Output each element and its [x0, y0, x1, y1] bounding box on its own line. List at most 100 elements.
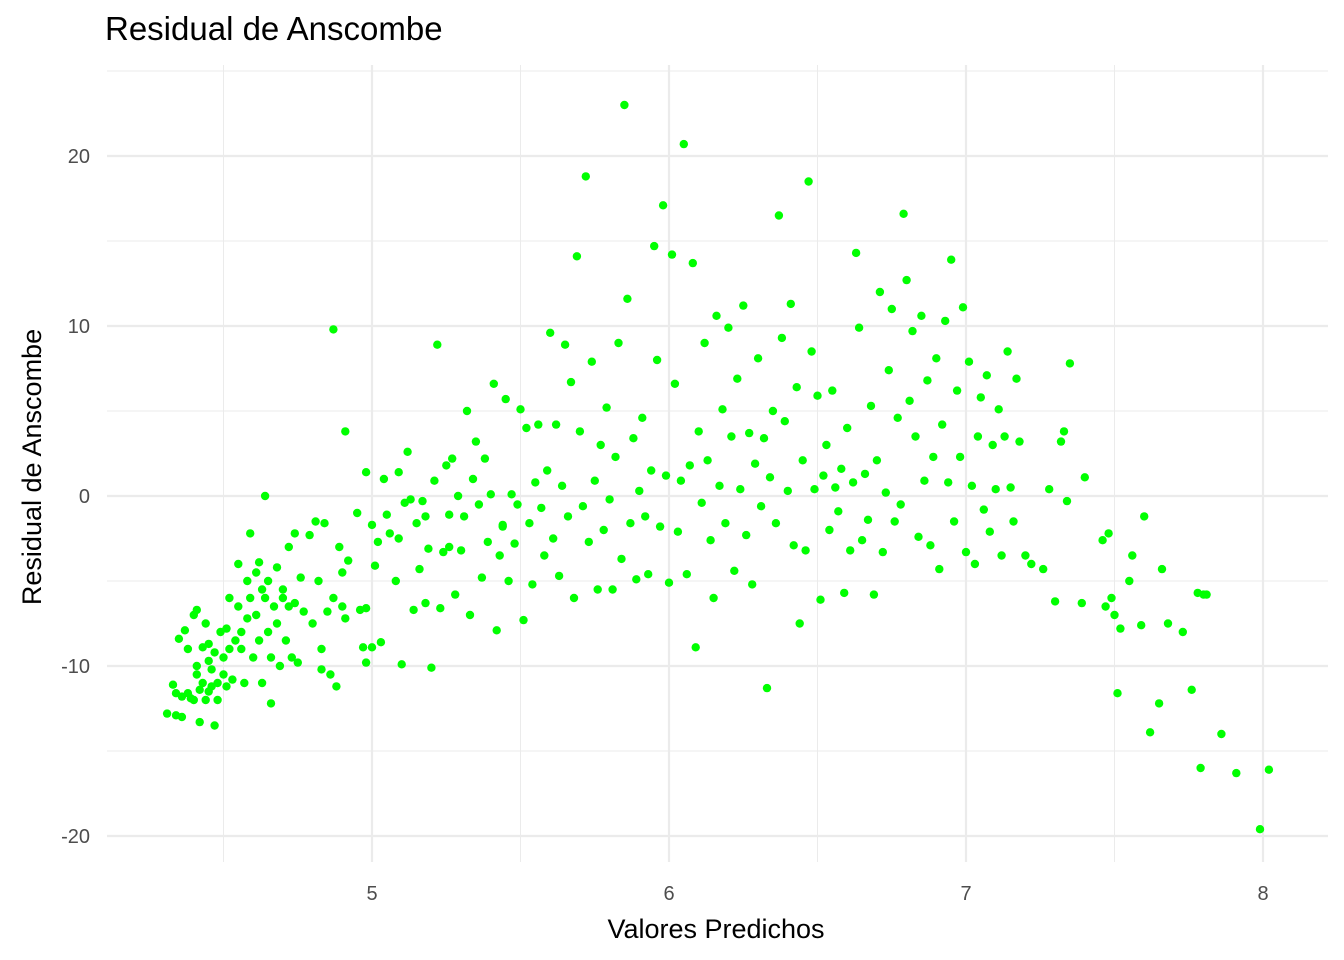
scatter-point — [510, 539, 519, 548]
scatter-point — [1264, 765, 1274, 774]
x-tick-label: 6 — [663, 883, 674, 905]
scatter-point — [944, 478, 953, 487]
scatter-point — [501, 394, 510, 404]
scatter-point — [890, 517, 899, 526]
scatter-point — [881, 488, 890, 497]
scatter-point — [180, 626, 190, 635]
scatter-point — [650, 241, 659, 251]
scatter-point — [947, 255, 956, 264]
scatter-point — [281, 636, 291, 645]
scatter-point — [195, 717, 204, 727]
scatter-point — [391, 576, 400, 586]
scatter-point — [807, 347, 816, 356]
scatter-point — [596, 440, 605, 450]
scatter-point — [1196, 763, 1205, 773]
scatter-point — [305, 530, 314, 540]
scatter-point — [952, 386, 962, 395]
scatter-point — [332, 682, 341, 691]
scatter-point — [608, 585, 617, 594]
scatter-point — [626, 519, 635, 528]
scatter-point — [373, 537, 383, 547]
scatter-point — [498, 522, 507, 531]
scatter-point — [1178, 627, 1188, 637]
scatter-point — [290, 529, 299, 538]
scatter-point — [361, 468, 371, 477]
scatter-point — [409, 605, 418, 615]
scatter-point — [768, 406, 778, 416]
x-axis-title: Valores Predichos — [607, 914, 824, 944]
scatter-point — [162, 709, 172, 718]
scatter-point — [174, 634, 184, 643]
scatter-point — [872, 456, 882, 465]
scatter-point — [908, 326, 917, 336]
scatter-point — [424, 544, 433, 553]
scatter-point — [234, 559, 243, 569]
scatter-point — [451, 590, 460, 599]
scatter-point — [941, 316, 950, 326]
scatter-point — [581, 172, 590, 181]
scatter-point — [994, 405, 1003, 414]
scatter-point — [1187, 685, 1196, 694]
scatter-point — [697, 498, 706, 507]
scatter-point — [1140, 512, 1149, 521]
scatter-point — [884, 366, 893, 375]
scatter-point — [629, 434, 638, 443]
scatter-point — [759, 434, 769, 443]
scatter-point — [736, 485, 745, 494]
scatter-point — [237, 627, 246, 637]
scatter-point — [816, 595, 825, 604]
scatter-point — [673, 527, 683, 536]
scatter-point — [964, 357, 974, 366]
scatter-point — [222, 682, 231, 691]
scatter-point — [557, 481, 567, 490]
scatter-point — [1125, 576, 1134, 586]
scatter-point — [569, 593, 579, 603]
scatter-point — [546, 328, 555, 337]
scatter-point — [1056, 437, 1066, 446]
scatter-point — [551, 420, 561, 429]
scatter-point — [234, 602, 243, 611]
scatter-point — [661, 471, 671, 480]
scatter-point — [1077, 598, 1087, 608]
scatter-point — [831, 483, 840, 492]
scatter-point — [257, 585, 267, 594]
scatter-point — [344, 556, 353, 565]
scatter-point — [534, 420, 543, 429]
scatter-point — [1009, 517, 1018, 526]
scatter-point — [1015, 437, 1024, 446]
scatter-point — [525, 519, 534, 528]
scatter-point — [1116, 624, 1125, 633]
scatter-point — [278, 593, 288, 603]
scatter-point — [863, 515, 873, 524]
scatter-point — [549, 534, 558, 543]
scatter-point — [266, 699, 276, 708]
scatter-point — [771, 519, 781, 528]
scatter-point — [492, 626, 501, 635]
scatter-point — [1255, 825, 1265, 834]
scatter-point — [299, 607, 308, 616]
scatter-point — [834, 507, 843, 516]
scatter-point — [718, 405, 727, 414]
scatter-point — [777, 333, 787, 343]
scatter-point — [578, 502, 588, 511]
scatter-point — [474, 500, 484, 509]
scatter-point — [837, 464, 846, 473]
scatter-point — [780, 417, 789, 426]
scatter-point — [914, 532, 923, 541]
scatter-point — [866, 401, 876, 411]
scatter-point — [949, 517, 959, 526]
scatter-point — [857, 536, 867, 545]
scatter-point — [819, 471, 828, 480]
scatter-point — [560, 340, 570, 349]
scatter-point — [688, 258, 697, 268]
scatter-point — [786, 299, 795, 309]
scatter-point — [667, 250, 677, 259]
scatter-point — [516, 405, 525, 414]
scatter-point — [632, 575, 641, 584]
scatter-point — [694, 427, 703, 436]
y-tick-label: 0 — [79, 486, 90, 508]
scatter-point — [287, 653, 296, 662]
scatter-point — [290, 598, 299, 608]
scatter-point — [228, 675, 237, 684]
scatter-point — [875, 287, 885, 297]
